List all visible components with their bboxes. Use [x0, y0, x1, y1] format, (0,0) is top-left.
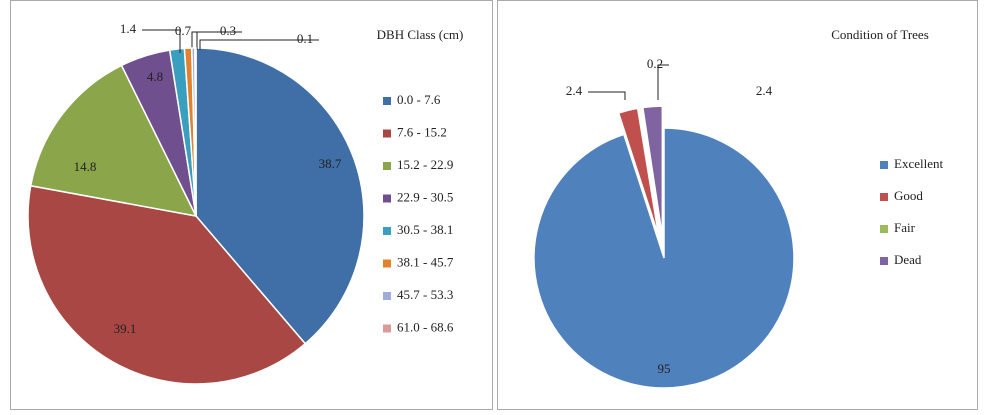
pie-slice	[638, 106, 662, 237]
leader-line	[199, 39, 319, 50]
data-label: 4.8	[147, 69, 163, 84]
legend-swatch	[880, 161, 888, 169]
data-label: 38.7	[319, 156, 342, 171]
legend-swatch	[383, 162, 391, 170]
legend-label: 61.0 - 68.6	[397, 319, 454, 334]
pie-slice	[195, 47, 365, 345]
legend-swatch	[383, 324, 391, 333]
chart-title: Condition of Trees	[831, 27, 929, 42]
legend-label: Excellent	[894, 156, 943, 171]
legend-swatch	[383, 259, 391, 268]
leader-line	[142, 29, 181, 53]
legend-swatch	[880, 257, 888, 265]
legend-label: 30.5 - 38.1	[397, 222, 453, 237]
legend-swatch	[383, 129, 391, 138]
legend-label: Fair	[894, 220, 916, 235]
legend-label: 15.2 - 22.9	[397, 157, 453, 172]
pie-slice	[617, 107, 660, 237]
legend-label: Good	[894, 188, 923, 203]
legend-swatch	[383, 194, 391, 203]
data-label: 1.4	[120, 21, 137, 36]
leader-line	[191, 31, 197, 51]
legend-label: 22.9 - 30.5	[397, 189, 453, 204]
pie-slice	[533, 127, 795, 389]
data-label: 39.1	[114, 321, 137, 336]
pie-slice	[641, 105, 664, 237]
legend-swatch	[383, 292, 391, 300]
data-label: 14.8	[74, 159, 97, 174]
legend-swatch	[880, 193, 888, 201]
legend-swatch	[383, 227, 391, 235]
chart-title: DBH Class (cm)	[377, 27, 464, 42]
legend-label: 7.6 - 15.2	[397, 124, 447, 139]
data-label: 0.2	[647, 56, 663, 71]
leader-line	[657, 64, 669, 100]
data-label: 95	[658, 361, 671, 376]
pie-slice	[29, 64, 198, 218]
legend-label: 0.0 - 7.6	[397, 92, 441, 107]
pie-slice	[194, 47, 197, 217]
pie-slice	[27, 184, 307, 385]
legend-swatch	[880, 225, 888, 233]
legend-label: 45.7 - 53.3	[397, 287, 453, 302]
data-label: 0.1	[297, 31, 313, 46]
data-label: 2.4	[566, 83, 583, 98]
data-label: 0.3	[220, 23, 236, 38]
legend-label: 38.1 - 45.7	[397, 254, 454, 269]
data-label: 2.4	[756, 83, 773, 98]
legend-label: Dead	[894, 252, 922, 267]
leader-line	[588, 91, 626, 100]
legend-swatch	[383, 97, 391, 105]
data-label: 0.7	[175, 23, 192, 38]
leader-line	[196, 31, 242, 50]
